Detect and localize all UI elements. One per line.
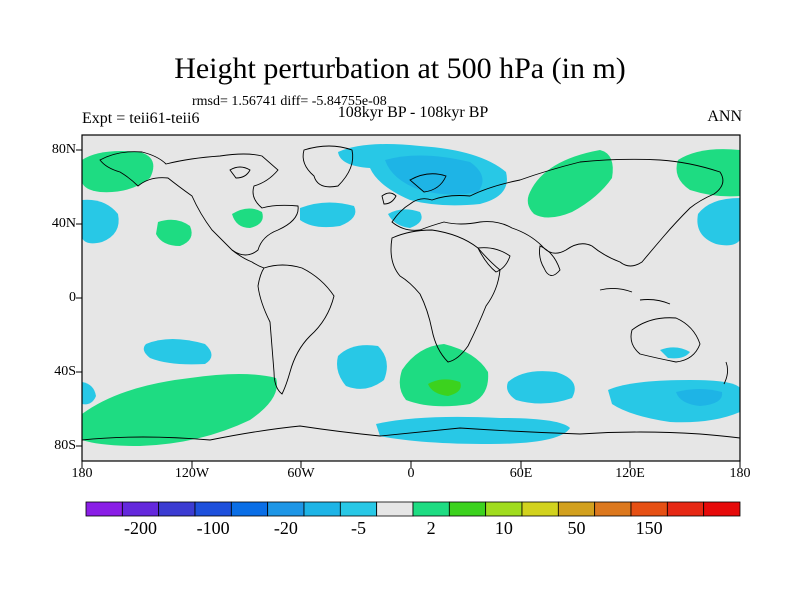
colorbar-swatch: [339, 501, 378, 517]
lon-label-60e: 60E: [509, 466, 533, 481]
colorbar-label: -200: [124, 518, 157, 538]
colorbar-label: -20: [273, 518, 298, 538]
colorbar-label: -5: [351, 518, 366, 538]
lat-label-40n: 40N: [51, 216, 76, 231]
lat-label-80n: 80N: [51, 142, 76, 157]
colorbar-swatch: [303, 501, 341, 517]
lon-label-180w: 180: [71, 466, 93, 481]
lon-label-120w: 120W: [174, 466, 210, 481]
experiment-label: Expt = teii61-teii6: [82, 110, 200, 127]
contour-blue-tasman-core: [676, 389, 723, 406]
contour-fields: [82, 144, 740, 446]
colorbar-swatch: [557, 501, 596, 517]
colorbar-swatch: [703, 501, 741, 517]
contour-blue-pacific-east: [697, 198, 740, 246]
colorbar-label: 2: [426, 518, 436, 538]
coastlines: [82, 145, 740, 441]
lat-label-80s: 80S: [54, 438, 76, 453]
lat-label-0: 0: [69, 290, 76, 305]
lat-label-40s: 40S: [54, 364, 76, 379]
contour-green-north-america: [232, 208, 263, 228]
contour-blue-south-pacific: [143, 339, 212, 365]
contour-blue-west-atlantic: [300, 202, 356, 228]
contour-blue-mediterranean: [388, 209, 422, 228]
colorbar-swatch: [412, 501, 450, 517]
colorbar-swatch: [85, 501, 123, 517]
colorbar-swatch: [594, 501, 632, 517]
colorbar-swatch: [267, 501, 305, 517]
colorbar-swatch: [448, 501, 487, 517]
season-label: ANN: [707, 108, 742, 125]
contour-blue-indian-ocean: [507, 371, 575, 404]
colorbar-swatch: [485, 501, 523, 517]
contour-green-eurasia: [527, 150, 613, 218]
colorbar-label: 10: [494, 518, 513, 538]
contour-green-southern-ocean: [82, 374, 277, 446]
contour-green-north-pacific-east: [676, 149, 740, 197]
lon-label-0: 0: [407, 466, 415, 481]
contour-green-central-pacific: [156, 219, 192, 246]
colorbar-swatch: [521, 501, 559, 517]
axis-ticks: [76, 149, 741, 468]
contour-blue-south-atlantic-west: [82, 382, 96, 405]
colorbar-label: 150: [635, 518, 663, 538]
colorbar-label: 50: [567, 518, 586, 538]
colorbar-swatch: [194, 501, 232, 517]
contour-blue-australia: [660, 347, 690, 359]
contour-blue-south-atlantic: [337, 345, 387, 389]
colorbar-swatch: [121, 501, 160, 517]
lon-label-180e: 180: [729, 466, 751, 481]
colorbar-swatch: [158, 501, 196, 517]
lon-label-60w: 60W: [287, 466, 315, 481]
stats-line: rmsd= 1.56741 diff= -5.84755e-08: [192, 94, 387, 109]
lon-label-120e: 120E: [615, 466, 645, 481]
page-title: Height perturbation at 500 hPa (in m): [174, 52, 626, 85]
contour-blue-antarctic: [376, 416, 570, 444]
contour-blue-pacific-west: [82, 199, 119, 244]
colorbar: [85, 501, 741, 517]
colorbar-swatch: [230, 501, 269, 517]
colorbar-swatch: [666, 501, 705, 517]
period-label: 108kyr BP - 108kyr BP: [337, 104, 489, 121]
colorbar-label: -100: [196, 518, 230, 538]
colorbar-swatch: [376, 501, 414, 517]
contour-green-south-africa: [399, 344, 489, 407]
colorbar-swatch: [630, 501, 668, 517]
contour-green-south-africa-core: [428, 379, 461, 396]
contour-blue-north-atlantic-core: [385, 155, 483, 195]
